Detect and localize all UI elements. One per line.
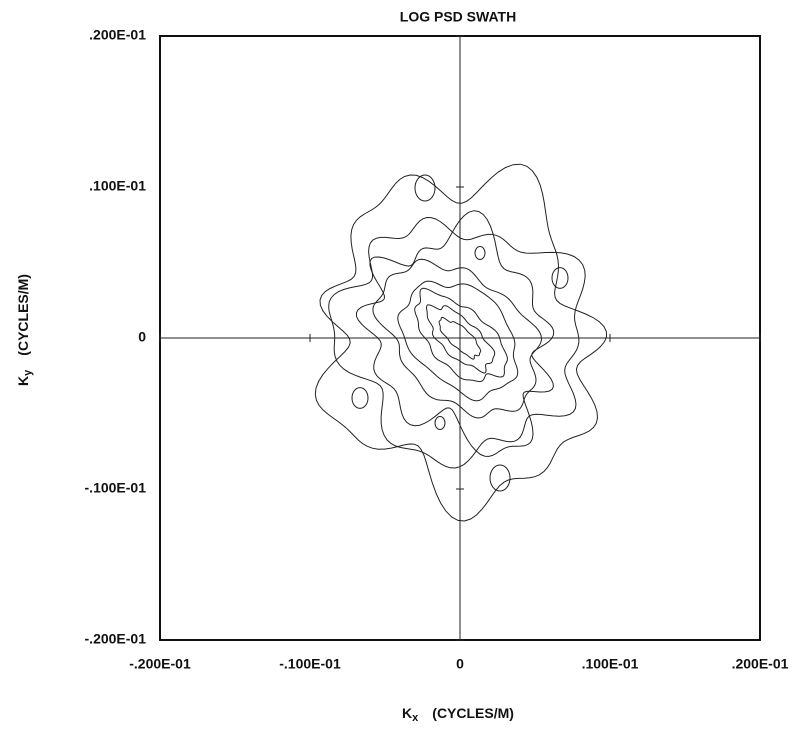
- x-tick-label: .200E-01: [732, 656, 789, 672]
- contour-island: [414, 174, 436, 202]
- y-tick-label: .100E-01: [89, 178, 146, 194]
- y-tick-label: -.200E-01: [85, 631, 147, 647]
- contour-line: [328, 216, 586, 469]
- y-tick-label: -.100E-01: [85, 480, 147, 496]
- x-tick-label: -.200E-01: [129, 656, 191, 672]
- y-label-subscript: y: [22, 369, 34, 376]
- x-tick-label: -.100E-01: [279, 656, 341, 672]
- y-tick-label: 0: [138, 329, 146, 345]
- contour-line: [356, 210, 555, 457]
- contour-island: [551, 267, 569, 289]
- x-tick-label: .100E-01: [582, 656, 639, 672]
- contour-island: [489, 464, 511, 492]
- y-label-unit: (CYCLES/M): [15, 274, 31, 356]
- contour-line: [425, 304, 496, 374]
- contour-island: [351, 387, 369, 409]
- chart-title: LOG PSD SWATH: [400, 9, 516, 25]
- contour-island: [434, 416, 446, 430]
- contour-line: [438, 316, 482, 360]
- x-label-symbol: K: [402, 705, 412, 721]
- contour-line: [397, 280, 519, 402]
- contour-line: [414, 287, 508, 383]
- contour-line: [372, 258, 543, 419]
- y-axis-label: Ky (CYCLES/M): [15, 274, 34, 386]
- x-label-unit: (CYCLES/M): [432, 705, 514, 721]
- y-label-symbol: K: [15, 376, 31, 386]
- contour-island: [474, 246, 486, 260]
- contour-line: [314, 163, 608, 522]
- x-label-subscript: x: [412, 712, 419, 724]
- x-tick-label: 0: [456, 656, 464, 672]
- x-axis-label: Kx (CYCLES/M): [402, 705, 514, 724]
- y-tick-label: .200E-01: [89, 27, 146, 43]
